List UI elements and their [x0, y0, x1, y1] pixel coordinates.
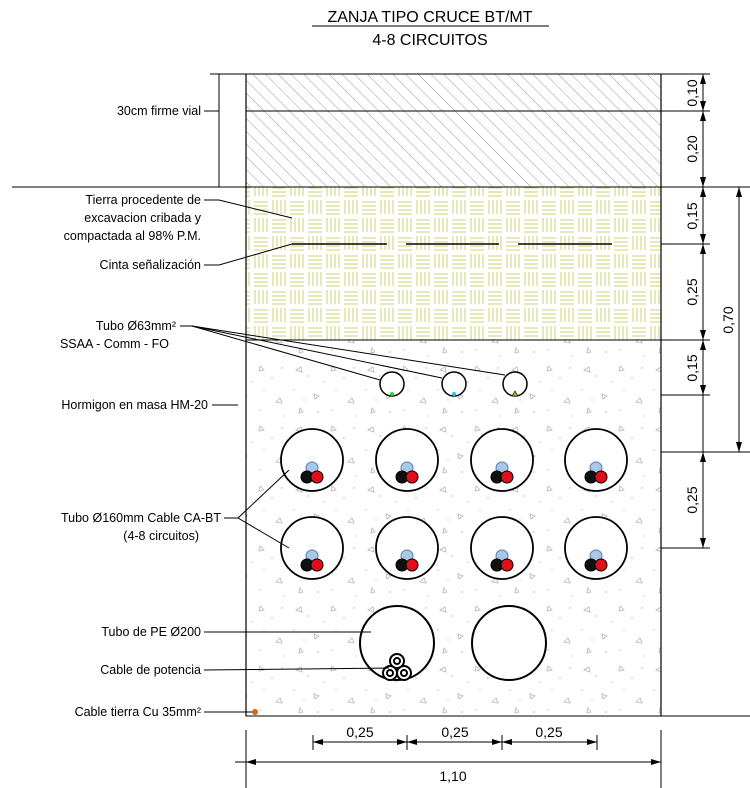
dim-025-b: 0,25 [684, 486, 700, 513]
tube-63-2 [441, 371, 467, 397]
fiber-marker [390, 392, 394, 396]
fiber-marker [511, 390, 519, 397]
bt-tube-7 [470, 516, 534, 580]
bt-tube-3 [470, 428, 534, 492]
dim-bottom-025-2: 0,25 [441, 724, 468, 740]
dim-bottom-025-3: 0,25 [535, 724, 562, 740]
power-cable-trefoil [382, 653, 412, 681]
phase-conductor-red [405, 470, 419, 484]
label-firme: 30cm firme vial [117, 104, 201, 118]
dim-010: 0,10 [684, 79, 700, 106]
dim-bottom-110: 1,10 [439, 768, 466, 784]
label-tubo63-1: Tubo Ø63mm² [96, 319, 176, 333]
phase-conductor-red [500, 470, 514, 484]
title-line-1: ZANJA TIPO CRUCE BT/MT [327, 9, 532, 26]
dim-020: 0,20 [684, 135, 700, 162]
label-cable-potencia: Cable de potencia [100, 663, 201, 677]
label-tubo63-2: SSAA - Comm - FO [60, 337, 169, 351]
label-tierra-1: Tierra procedente de [85, 193, 201, 207]
label-tubo160-2: (4-8 circuitos) [123, 529, 199, 543]
phase-conductor-red [594, 558, 608, 572]
phase-conductor-red [310, 470, 324, 484]
firme-dimension [12, 73, 246, 188]
label-tierra-3: compactada al 98% P.M. [64, 229, 201, 243]
phase-conductor-red [310, 558, 324, 572]
dim-015-b: 0,15 [684, 354, 700, 381]
asphalt-layer [245, 73, 662, 188]
dim-015-a: 0,15 [684, 202, 700, 229]
dim-025-a: 0,25 [684, 278, 700, 305]
sand-backfill-layer [245, 186, 662, 341]
bt-tube-4 [564, 428, 628, 492]
label-tubo-pe: Tubo de PE Ø200 [101, 625, 201, 639]
tube-63-1 [379, 371, 405, 397]
bottom-dimension-arrows [246, 739, 661, 765]
bt-tube-2 [375, 428, 439, 492]
bottom-dimension-lines [235, 730, 662, 788]
phase-conductor-red [594, 470, 608, 484]
pe-tube-left [359, 605, 435, 681]
label-tierra-2: excavacion cribada y [84, 211, 201, 225]
label-cinta: Cinta señalización [100, 258, 201, 272]
tube-63-3 [502, 371, 528, 397]
right-dimension-arrows [700, 74, 742, 548]
earth-cable [252, 709, 258, 715]
title-line-2: 4-8 CIRCUITOS [372, 32, 487, 49]
phase-conductor-red [500, 558, 514, 572]
bt-tube-group [280, 428, 628, 580]
label-tubo160-1: Tubo Ø160mm Cable CA-BT [61, 511, 221, 525]
bt-tube-6 [375, 516, 439, 580]
label-cable-tierra: Cable tierra Cu 35mm² [75, 705, 201, 719]
right-dimension-lines [661, 73, 750, 717]
bt-tube-5 [280, 516, 344, 580]
dim-bottom-025-1: 0,25 [346, 724, 373, 740]
label-leaders [180, 110, 506, 713]
fiber-marker [452, 392, 456, 396]
pe-tube-right [471, 605, 547, 681]
phase-conductor-red [405, 558, 419, 572]
bt-tube-8 [564, 516, 628, 580]
bt-tube-1 [280, 428, 344, 492]
dim-070: 0,70 [720, 306, 736, 333]
label-hormigon: Hormigon en masa HM-20 [61, 398, 208, 412]
